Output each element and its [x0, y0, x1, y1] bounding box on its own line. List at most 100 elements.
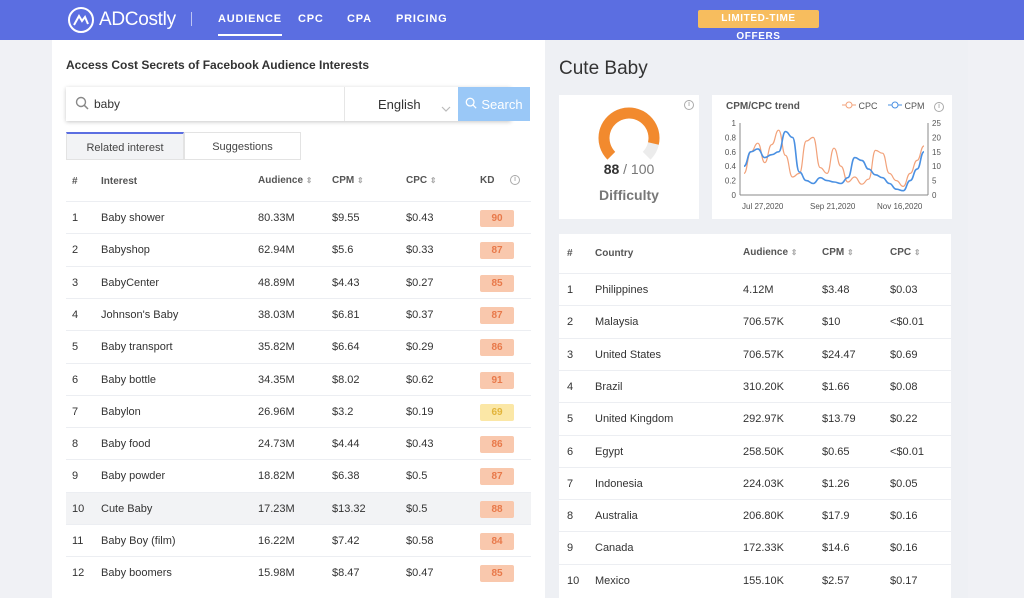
x-tick: Jul 27,2020 [742, 202, 784, 211]
table-row[interactable]: 6 Baby bottle 34.35M $8.02 $0.62 91 [66, 362, 531, 395]
nav-pricing[interactable]: PRICING [396, 13, 448, 25]
difficulty-gauge [598, 107, 660, 160]
search-button[interactable]: Search [458, 87, 530, 121]
col-header-cpm[interactable]: CPM ⇕ [332, 175, 364, 186]
table-row[interactable]: 2 Babyshop 62.94M $5.6 $0.33 87 [66, 233, 531, 265]
table-row[interactable]: 4 Brazil 310.20K $1.66 $0.08 [559, 369, 951, 402]
nav-audience[interactable]: AUDIENCE [218, 13, 282, 36]
language-value: English [378, 97, 421, 112]
table-row[interactable]: 12 Baby boomers 15.98M $8.47 $0.47 85 [66, 556, 531, 588]
row-cpm: $3.48 [822, 284, 850, 296]
row-rank: 1 [72, 212, 79, 224]
row-cpm: $7.42 [332, 535, 360, 547]
legend-cpm-label: CPM [904, 101, 925, 111]
info-icon[interactable]: i [684, 100, 694, 110]
table-row[interactable]: 1 Philippines 4.12M $3.48 $0.03 [559, 273, 951, 305]
col-header-audience-label: Audience [743, 247, 789, 258]
y-left-tick: 0 [732, 191, 737, 200]
table-row[interactable]: 1 Baby shower 80.33M $9.55 $0.43 90 [66, 201, 531, 233]
legend-cpm: CPM [888, 101, 925, 111]
row-audience: 292.97K [743, 413, 784, 426]
kd-badge: 69 [480, 403, 514, 421]
row-cpc: $0.22 [890, 413, 918, 426]
row-country: United States [595, 348, 662, 361]
table-row[interactable]: 5 Baby transport 35.82M $6.64 $0.29 86 [66, 330, 531, 362]
col-header-cpm[interactable]: CPM ⇕ [822, 247, 854, 258]
row-interest: Baby transport [101, 341, 173, 354]
table-row[interactable]: 3 BabyCenter 48.89M $4.43 $0.27 85 [66, 265, 531, 298]
row-cpm: $10 [822, 316, 841, 329]
col-header-audience[interactable]: Audience ⇕ [743, 247, 798, 258]
brand-logo[interactable]: ADCostly [68, 7, 176, 33]
table-row[interactable]: 3 United States 706.57K $24.47 $0.69 [559, 337, 951, 370]
row-rank: 7 [72, 405, 79, 418]
col-header-audience[interactable]: Audience ⇕ [258, 175, 313, 186]
kd-badge: 86 [480, 436, 514, 454]
search-input[interactable] [94, 87, 334, 121]
table-row[interactable]: 10 Mexico 155.10K $2.57 $0.17 [559, 563, 951, 596]
row-cpc: $0.05 [890, 477, 918, 490]
table-row[interactable]: 10 Cute Baby 17.23M $13.32 $0.5 88 [66, 491, 531, 524]
row-rank: 3 [567, 348, 574, 361]
table-row[interactable]: 7 Babylon 26.96M $3.2 $0.19 69 [66, 394, 531, 427]
row-rank: 9 [567, 542, 574, 555]
nav-cpc[interactable]: CPC [298, 13, 324, 25]
y-right-tick: 5 [932, 177, 937, 186]
row-audience: 48.89M [258, 276, 295, 289]
row-audience: 80.33M [258, 212, 295, 224]
table-row[interactable]: 6 Egypt 258.50K $0.65 <$0.01 [559, 434, 951, 467]
table-row[interactable]: 5 United Kingdom 292.97K $13.79 $0.22 [559, 402, 951, 434]
col-header-country: Country [595, 248, 634, 259]
row-interest: Baby boomers [101, 567, 172, 580]
info-icon[interactable]: i [510, 175, 520, 185]
row-rank: 10 [567, 574, 580, 587]
limited-offer-button[interactable]: LIMITED-TIME OFFERS [698, 10, 819, 42]
table-row[interactable]: 11 Baby Boy (film) 16.22M $7.42 $0.58 84 [66, 524, 531, 556]
tab-suggestions[interactable]: Suggestions [184, 132, 301, 160]
sort-icon: ⇕ [847, 248, 854, 257]
row-interest: Baby bottle [101, 373, 157, 386]
row-rank: 10 [72, 502, 85, 515]
row-rank: 6 [72, 373, 79, 386]
row-rank: 2 [567, 316, 574, 329]
row-interest: Baby powder [101, 470, 166, 483]
difficulty-value: 88 [603, 161, 620, 177]
table-row[interactable]: 2 Malaysia 706.57K $10 <$0.01 [559, 305, 951, 337]
row-cpm: $13.32 [332, 502, 366, 515]
row-cpc: <$0.01 [890, 445, 924, 458]
y-right-tick: 25 [932, 119, 941, 128]
row-cpm: $3.2 [332, 405, 354, 418]
row-audience: 155.10K [743, 574, 784, 587]
row-audience: 38.03M [258, 308, 295, 321]
row-rank: 12 [72, 567, 85, 580]
kd-badge: 84 [480, 533, 514, 550]
row-cpm: $4.44 [332, 438, 360, 451]
y-right-tick: 20 [932, 133, 941, 142]
col-header-cpc[interactable]: CPC ⇕ [406, 175, 437, 186]
nav-cpa[interactable]: CPA [347, 13, 372, 25]
sort-icon: ⇕ [305, 176, 313, 185]
row-audience: 15.98M [258, 567, 295, 580]
row-audience: 34.35M [258, 373, 295, 386]
country-table-card: # Country Audience ⇕ CPM ⇕ CPC ⇕ 1 Philip… [559, 234, 951, 598]
tab-related-interest[interactable]: Related interest [66, 132, 184, 160]
info-icon[interactable]: i [934, 102, 944, 112]
chevron-down-icon [441, 99, 451, 117]
language-select[interactable]: English [344, 87, 458, 121]
table-row[interactable]: 7 Indonesia 224.03K $1.26 $0.05 [559, 466, 951, 499]
table-row[interactable]: 8 Australia 206.80K $17.9 $0.16 [559, 499, 951, 531]
row-audience: 16.22M [258, 535, 295, 547]
row-audience: 18.82M [258, 470, 295, 483]
col-header-cpc[interactable]: CPC ⇕ [890, 247, 921, 258]
legend-cpc-label: CPC [858, 101, 878, 111]
table-row[interactable]: 9 Canada 172.33K $14.6 $0.16 [559, 531, 951, 563]
row-cpm: $5.6 [332, 244, 354, 257]
row-cpc: $0.03 [890, 284, 918, 296]
table-row[interactable]: 9 Baby powder 18.82M $6.38 $0.5 87 [66, 459, 531, 491]
search-icon [465, 97, 477, 112]
table-row[interactable]: 8 Baby food 24.73M $4.44 $0.43 86 [66, 427, 531, 459]
nav-divider [191, 12, 192, 26]
sort-icon: ⇕ [357, 176, 364, 185]
row-country: Indonesia [595, 477, 643, 490]
table-row[interactable]: 4 Johnson's Baby 38.03M $6.81 $0.37 87 [66, 297, 531, 330]
